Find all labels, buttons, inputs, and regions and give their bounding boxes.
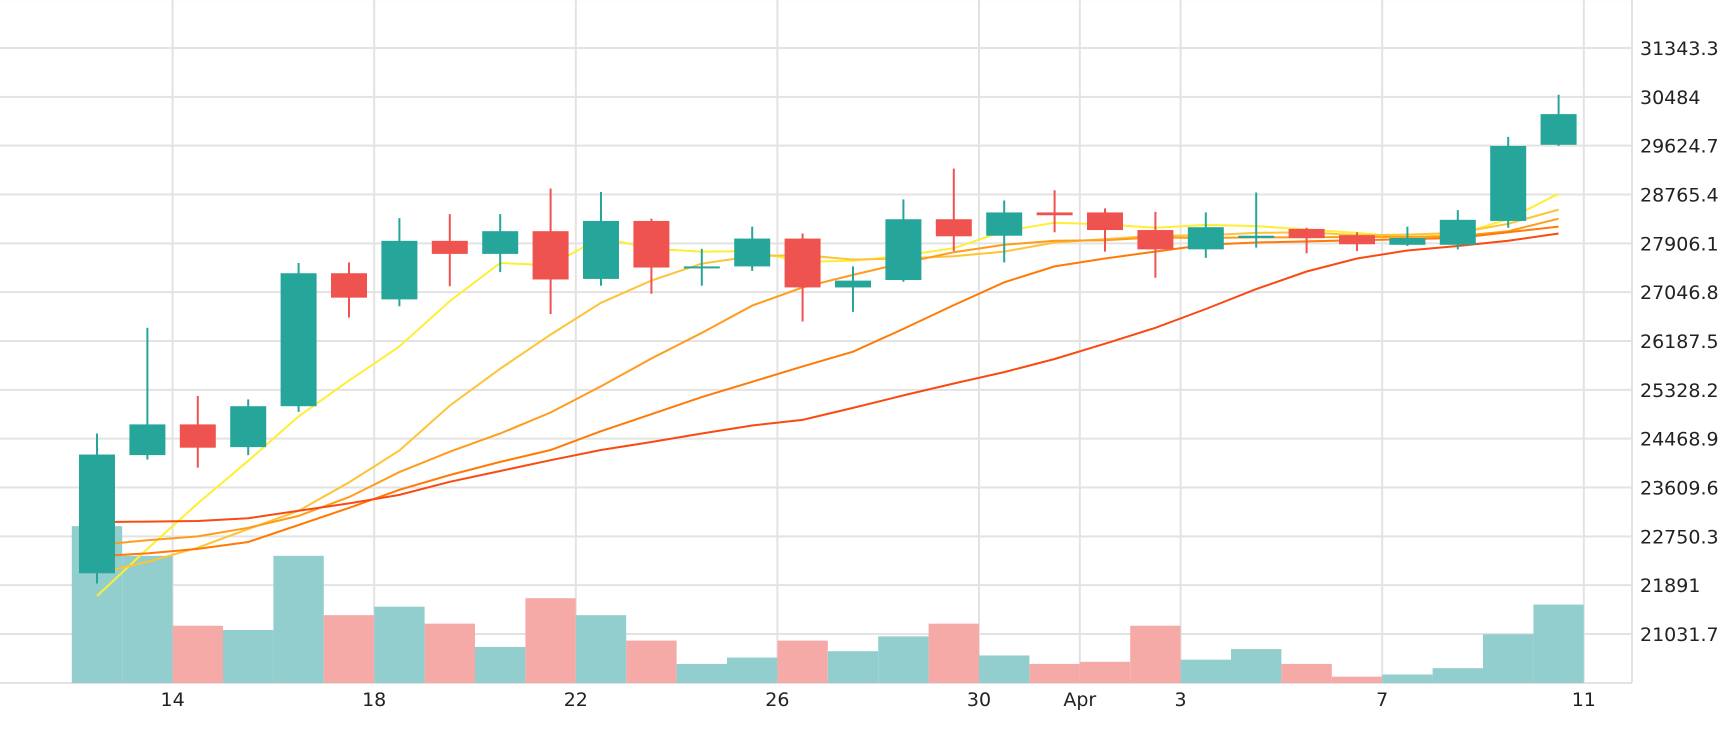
candle-body (1339, 235, 1375, 245)
volume-bar (424, 623, 475, 683)
candle-body (1540, 114, 1577, 145)
candle-body (986, 212, 1023, 236)
candle-body (1187, 227, 1224, 250)
y-tick-label: 23609.6 (1640, 478, 1719, 500)
y-tick-label: 30484 (1640, 87, 1700, 109)
x-tick-label: 11 (1572, 689, 1596, 711)
volume-bar (777, 640, 828, 683)
volume-bar (1483, 634, 1534, 683)
grid (0, 0, 1633, 684)
candle-body (633, 220, 670, 268)
volume-bar (172, 625, 223, 683)
candle-body (1490, 145, 1527, 221)
volume-bar (1331, 676, 1383, 683)
x-tick-label: 30 (967, 689, 991, 711)
candle-body (179, 424, 216, 448)
candle-body (1389, 237, 1426, 245)
x-tick-label: 14 (161, 689, 185, 711)
candle-body (885, 219, 922, 281)
volume-bar (1079, 661, 1131, 683)
candle-body (784, 238, 821, 288)
volume-bar (525, 598, 576, 683)
x-tick-label: 18 (362, 689, 386, 711)
volume-bar (273, 555, 324, 683)
volume-bar (878, 636, 929, 683)
x-axis: 14 18 22 26 30 Apr 3 7 11 (161, 689, 1596, 711)
y-tick-label: 29624.7 (1640, 136, 1719, 158)
volume-bar (1281, 663, 1332, 683)
candle-body (1238, 235, 1275, 238)
candle-body (1087, 212, 1123, 231)
candle-body (935, 219, 972, 237)
moving-average-line (96, 232, 1559, 524)
candle-body (331, 273, 367, 298)
x-tick-label: 3 (1175, 689, 1187, 711)
y-tick-label: 27046.8 (1640, 282, 1719, 304)
candle-body (1137, 230, 1174, 250)
x-tick-label: Apr (1063, 689, 1096, 711)
moving-average-line (96, 225, 1559, 558)
y-axis: 31343.3 30484 29624.7 28765.4 27906.1 27046.8… (1640, 38, 1719, 646)
volume-bar (1231, 649, 1282, 683)
candle-body (129, 424, 166, 456)
volume-bar (626, 640, 677, 683)
candle-body (381, 240, 418, 300)
candle-body (79, 454, 115, 574)
volume-bar (323, 615, 375, 683)
volume-bar (1180, 659, 1231, 683)
y-tick-label: 26187.5 (1640, 331, 1719, 353)
candle-body (1036, 212, 1073, 216)
volume-bar (727, 657, 778, 683)
volume-bar (928, 623, 979, 683)
candle-body (230, 406, 267, 448)
volume-bar (1382, 674, 1433, 683)
volume-bars (71, 526, 1584, 683)
volume-bar (374, 606, 425, 683)
volume-bar (1130, 625, 1181, 683)
x-tick-label: 7 (1376, 689, 1388, 711)
candles (79, 94, 1577, 584)
volume-bar (676, 663, 727, 683)
candle-body (532, 231, 569, 280)
x-tick-label: 22 (564, 689, 588, 711)
y-tick-label: 25328.2 (1640, 380, 1719, 402)
candle-body (734, 238, 771, 267)
candle-body (482, 231, 519, 254)
volume-bar (827, 651, 879, 683)
y-tick-label: 21891 (1640, 575, 1700, 597)
volume-bar (1029, 663, 1080, 683)
candle-body (835, 280, 871, 288)
candle-body (1439, 219, 1476, 245)
volume-bar (475, 646, 526, 683)
y-tick-label: 22750.3 (1640, 526, 1719, 548)
candle-body (583, 220, 619, 279)
y-tick-label: 24468.9 (1640, 429, 1719, 451)
y-tick-label: 27906.1 (1640, 233, 1719, 255)
candle-body (431, 240, 468, 254)
volume-bar (1432, 668, 1483, 683)
candle-body (280, 273, 317, 407)
x-tick-label: 26 (765, 689, 789, 711)
volume-bar (1533, 604, 1584, 683)
candle-body (1288, 228, 1325, 238)
candle-body (683, 266, 720, 269)
volume-bar (223, 630, 274, 683)
y-tick-label: 21031.7 (1640, 624, 1719, 646)
y-tick-label: 31343.3 (1640, 38, 1719, 60)
volume-bar (979, 655, 1030, 683)
volume-bar (122, 555, 173, 683)
volume-bar (575, 615, 627, 683)
y-tick-label: 28765.4 (1640, 185, 1719, 207)
